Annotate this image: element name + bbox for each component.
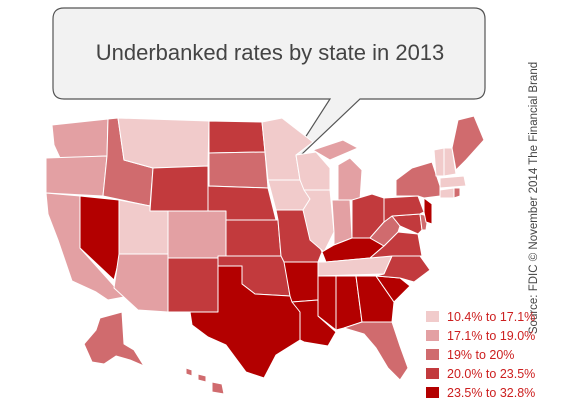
state-alaska[interactable] xyxy=(83,311,145,367)
state-wyoming[interactable] xyxy=(149,165,209,212)
legend-swatch xyxy=(426,368,439,379)
callout-bubble xyxy=(52,7,486,173)
state-new-jersey[interactable] xyxy=(423,197,433,225)
state-hawaii[interactable] xyxy=(185,367,225,395)
legend-swatch xyxy=(426,311,439,322)
legend-swatch xyxy=(426,387,439,398)
state-oregon[interactable] xyxy=(45,155,108,197)
state-massachusetts[interactable] xyxy=(439,175,467,189)
state-new-york[interactable] xyxy=(395,161,441,199)
map-title: Underbanked rates by state in 2013 xyxy=(95,40,445,65)
legend-item: 10.4% to 17.1% xyxy=(426,307,535,326)
legend-swatch xyxy=(426,349,439,360)
state-maine[interactable] xyxy=(451,115,485,171)
state-colorado[interactable] xyxy=(167,210,227,259)
state-montana[interactable] xyxy=(117,117,210,169)
legend-item: 19% to 20% xyxy=(426,345,535,364)
state-kansas[interactable] xyxy=(225,219,282,257)
legend-item: 23.5% to 32.8% xyxy=(426,383,535,402)
state-south-dakota[interactable] xyxy=(208,151,269,189)
state-indiana[interactable] xyxy=(331,199,353,246)
legend-label: 19% to 20% xyxy=(447,347,515,362)
legend-item: 17.1% to 19.0% xyxy=(426,326,535,345)
legend-label: 23.5% to 32.8% xyxy=(447,385,536,400)
state-georgia[interactable] xyxy=(355,275,395,323)
legend-label: 17.1% to 19.0% xyxy=(447,328,536,343)
state-arizona[interactable] xyxy=(113,253,169,313)
legend-swatch xyxy=(426,330,439,341)
state-michigan-up[interactable] xyxy=(312,139,359,161)
state-michigan[interactable] xyxy=(337,157,363,201)
legend-label: 20.0% to 23.5% xyxy=(447,366,536,381)
state-rhode-island[interactable] xyxy=(453,187,461,199)
state-texas[interactable] xyxy=(189,265,301,379)
state-illinois[interactable] xyxy=(302,189,335,253)
state-florida[interactable] xyxy=(343,321,409,381)
state-vermont[interactable] xyxy=(433,147,445,177)
legend-label: 10.4% to 17.1% xyxy=(447,309,536,324)
legend-item: 20.0% to 23.5% xyxy=(426,364,535,383)
legend: 10.4% to 17.1% 17.1% to 19.0% 19% to 20%… xyxy=(426,307,535,402)
state-north-dakota[interactable] xyxy=(208,120,266,154)
state-new-mexico[interactable] xyxy=(167,257,219,313)
state-connecticut[interactable] xyxy=(439,187,455,199)
state-washington[interactable] xyxy=(51,118,109,159)
